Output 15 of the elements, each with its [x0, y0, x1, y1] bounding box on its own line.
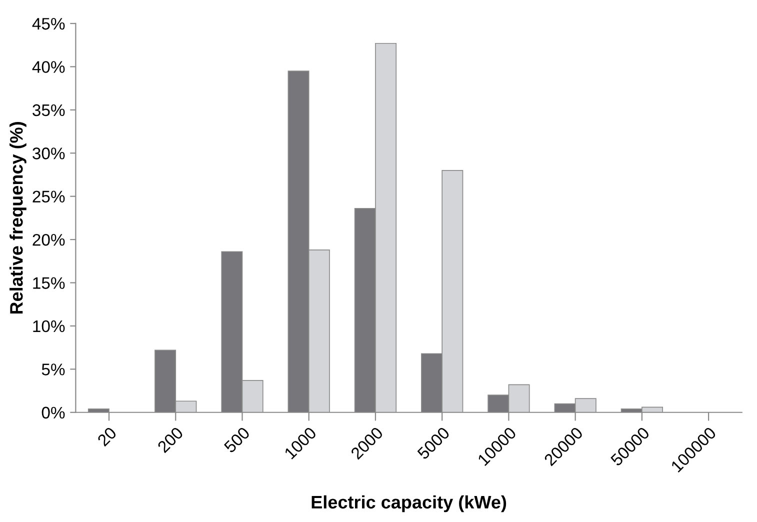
y-tick-label: 5% — [42, 364, 65, 376]
x-tick-label: 500 — [223, 426, 250, 454]
y-tick-label: 20% — [32, 234, 65, 246]
y-tick-label: 30% — [32, 148, 65, 160]
x-tick-label: 200 — [156, 426, 184, 454]
x-tick-label: 20 — [96, 426, 118, 447]
y-tick-label: 35% — [32, 104, 65, 116]
y-tick-label: 10% — [33, 320, 65, 332]
x-axis-title: Electric capacity (kWe) — [312, 495, 506, 512]
y-tick-label: 25% — [32, 190, 65, 203]
y-tick-label: 0% — [42, 406, 65, 419]
y-tick-label: 15% — [33, 277, 65, 289]
y-tick-label: 40% — [32, 61, 65, 73]
y-axis-title: Relative frequency (%) — [10, 122, 26, 314]
y-tick-label: 45% — [32, 18, 65, 30]
